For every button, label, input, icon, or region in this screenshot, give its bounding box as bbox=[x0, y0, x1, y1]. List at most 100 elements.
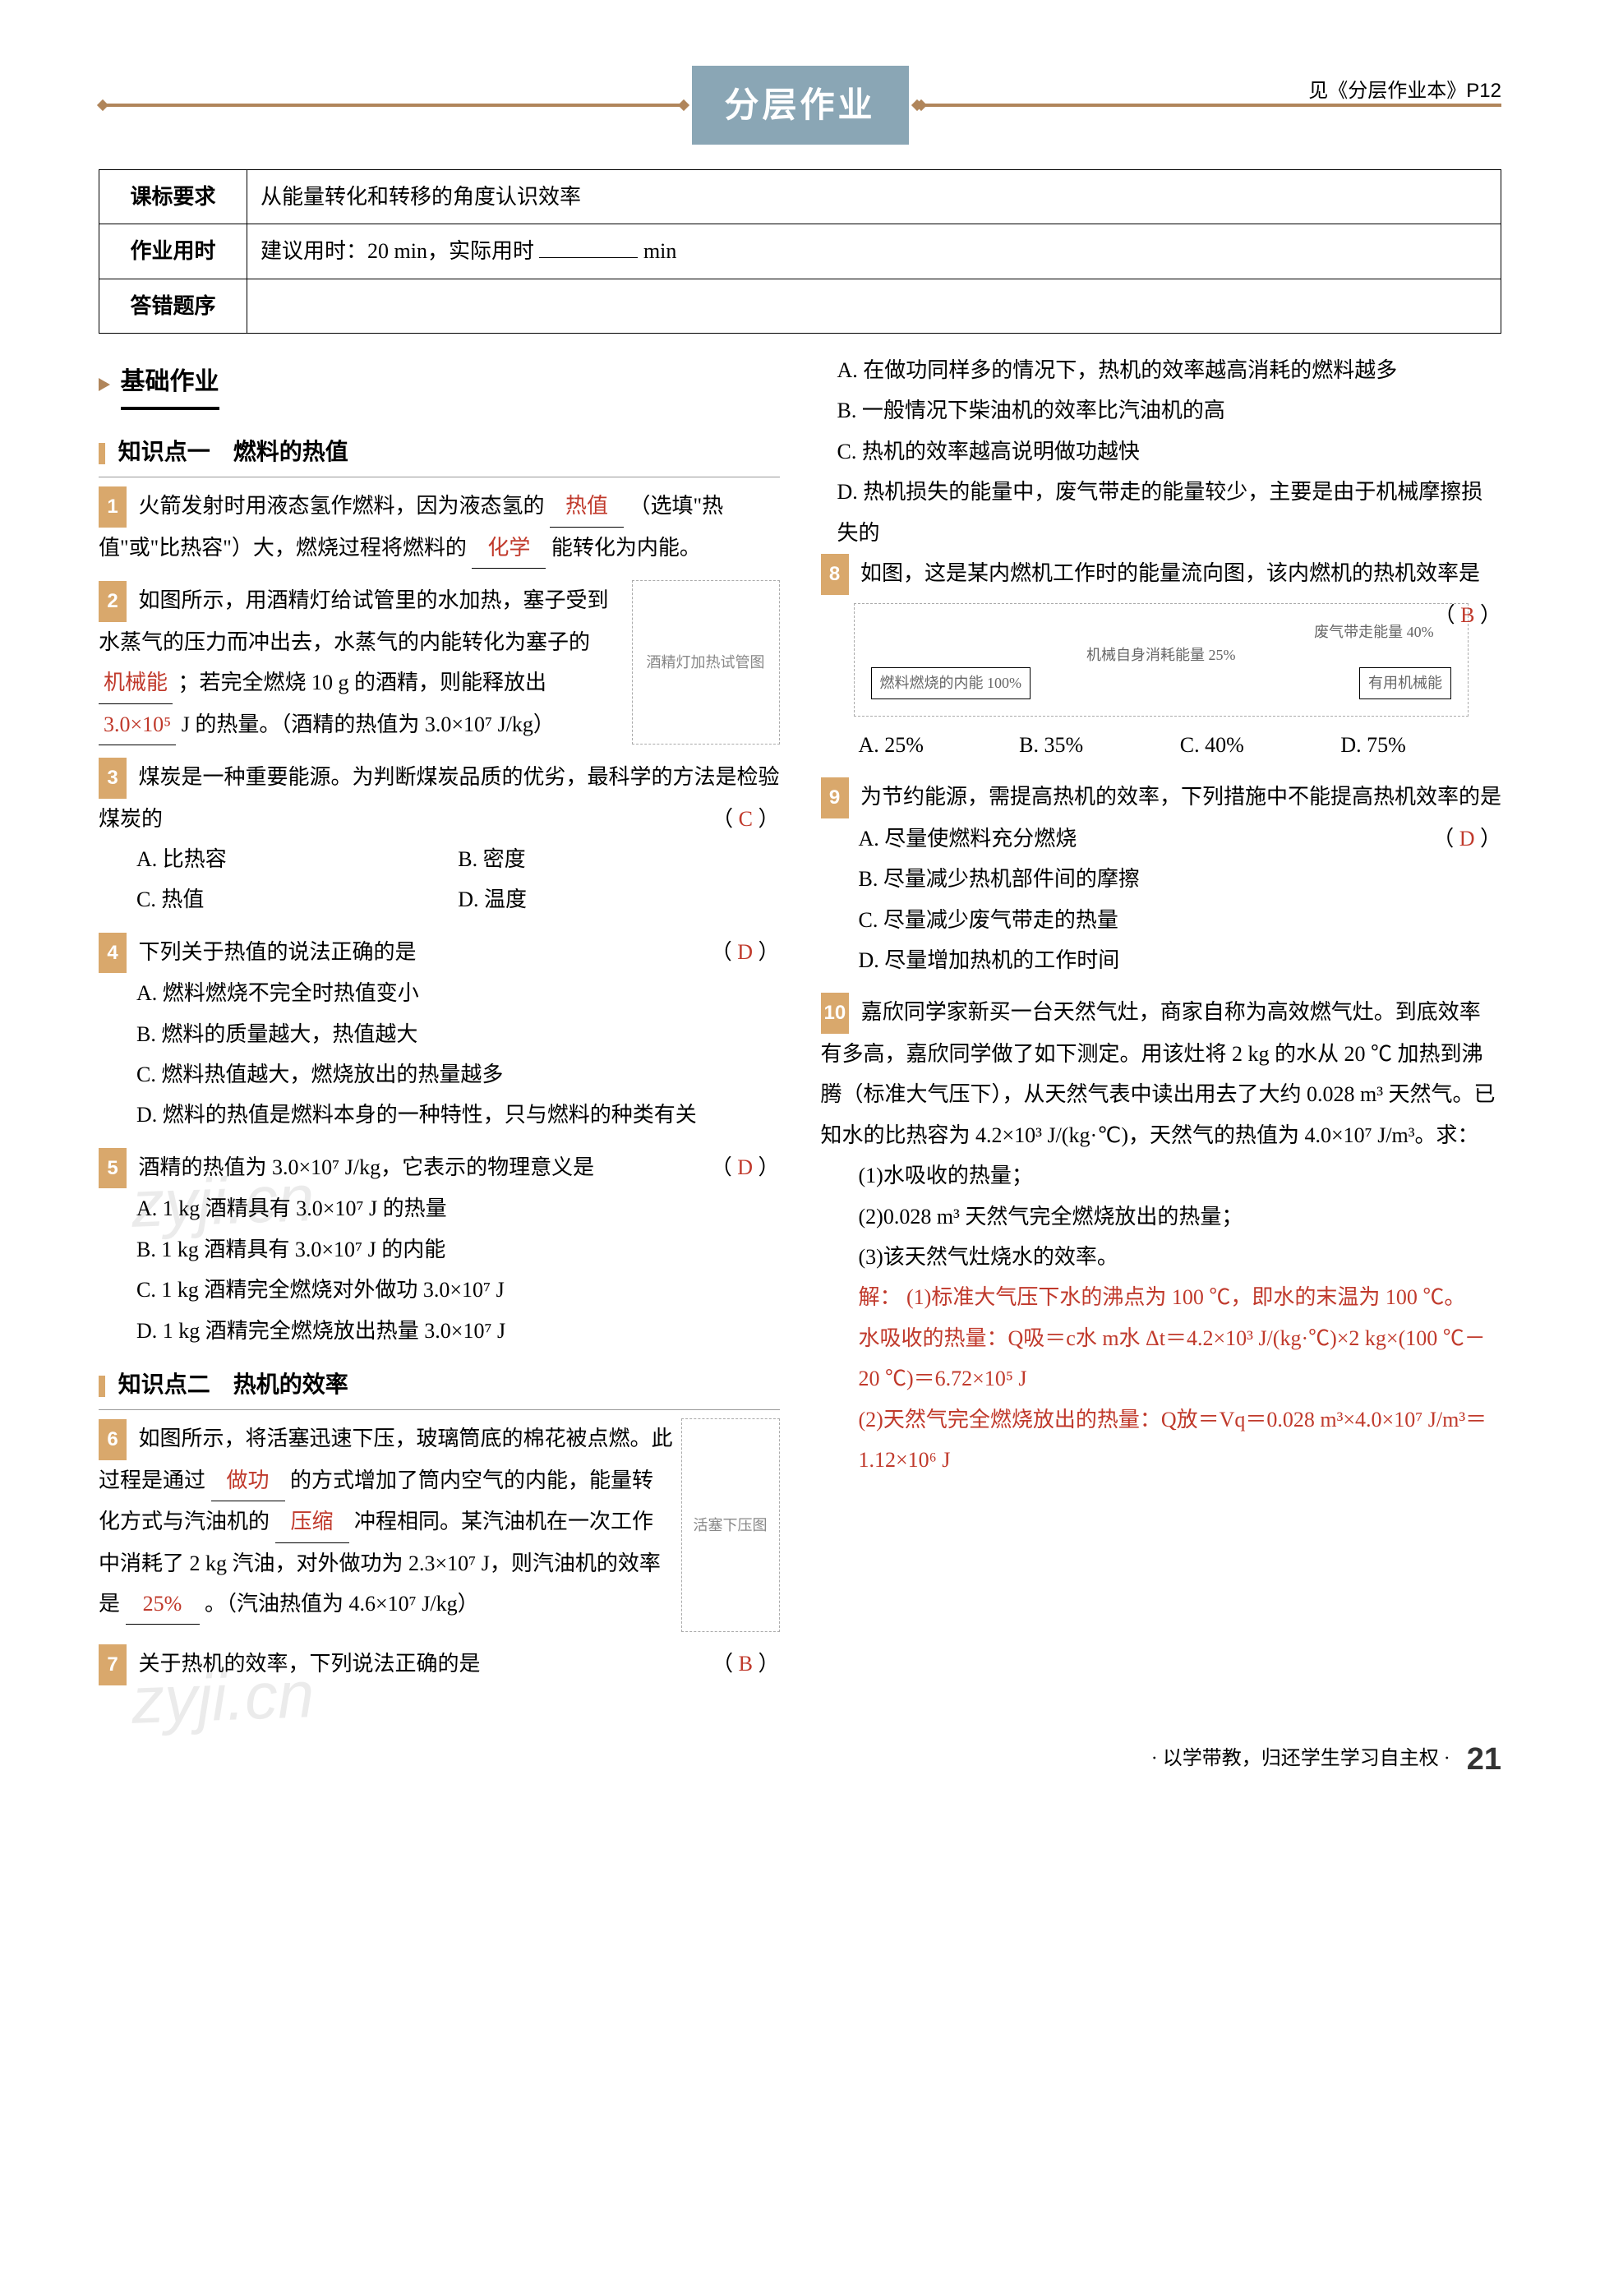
q3-answer: C bbox=[739, 807, 753, 831]
right-column: A. 在做功同样多的情况下，热机的效率越高消耗的燃料越多 B. 一般情况下柴油机… bbox=[821, 350, 1502, 1697]
kp1-text: 知识点一 燃料的热值 bbox=[118, 439, 348, 464]
time-blank[interactable] bbox=[539, 257, 638, 258]
q3-opt-b[interactable]: B. 密度 bbox=[458, 839, 779, 879]
q4-opt-d[interactable]: D. 燃料的热值是燃料本身的一种特性，只与燃料的种类有关 bbox=[136, 1095, 780, 1135]
time-prefix: 建议用时：20 min，实际用时 bbox=[261, 239, 534, 263]
kp1-title: 知识点一 燃料的热值 bbox=[99, 430, 780, 477]
info-label: 作业用时 bbox=[99, 224, 247, 279]
page-footer: · 以学带教，归还学生学习自主权 · 21 bbox=[99, 1730, 1501, 1789]
q7-opt-b[interactable]: B. 一般情况下柴油机的效率比汽油机的高 bbox=[837, 390, 1502, 431]
q7-opt-c[interactable]: C. 热机的效率越高说明做功越快 bbox=[837, 431, 1502, 472]
kp-bar-icon bbox=[99, 443, 105, 464]
q3-options: A. 比热容 B. 密度 C. 热值 D. 温度 bbox=[99, 839, 780, 920]
q10-num: 10 bbox=[821, 993, 850, 1034]
q1-text-a: 火箭发射时用液态氢作燃料，因为液态氢的 bbox=[139, 494, 545, 518]
q3-opt-d[interactable]: D. 温度 bbox=[458, 879, 779, 920]
q8-opt-d[interactable]: D. 75% bbox=[1340, 725, 1501, 765]
q5-opt-d[interactable]: D. 1 kg 酒精完全燃烧放出热量 3.0×10⁷ J bbox=[136, 1311, 780, 1351]
question-4: 4 下列关于热值的说法正确的是 （ D ） A. 燃料燃烧不完全时热值变小 B.… bbox=[99, 932, 780, 1136]
q8-answer: B bbox=[1460, 603, 1474, 627]
q2-num: 2 bbox=[99, 581, 127, 622]
q7-answer: B bbox=[739, 1652, 753, 1676]
q8-options: A. 25% B. 35% C. 40% D. 75% bbox=[821, 725, 1502, 765]
q2-blank1[interactable]: 机械能 bbox=[99, 662, 173, 703]
q5-opt-b[interactable]: B. 1 kg 酒精具有 3.0×10⁷ J 的内能 bbox=[136, 1229, 780, 1270]
q10-sol2: (2)天然气完全燃烧放出的热量：Q放＝Vq＝0.028 m³×4.0×10⁷ J… bbox=[859, 1399, 1502, 1481]
q7-opt-a[interactable]: A. 在做功同样多的情况下，热机的效率越高消耗的燃料越多 bbox=[837, 350, 1502, 390]
q2-fig-label: 酒精灯加热试管图 bbox=[647, 648, 765, 676]
question-9: 9 为节约能源，需提高热机的效率，下列措施中不能提高热机效率的是 （ D ） A… bbox=[821, 777, 1502, 980]
question-2: 酒精灯加热试管图 2 如图所示，用酒精灯给试管里的水加热，塞子受到水蒸气的压力而… bbox=[99, 580, 780, 745]
q4-opt-a[interactable]: A. 燃料燃烧不完全时热值变小 bbox=[136, 973, 780, 1013]
q2-figure: 酒精灯加热试管图 bbox=[632, 580, 780, 745]
q5-opt-c[interactable]: C. 1 kg 酒精完全燃烧对外做功 3.0×10⁷ J bbox=[136, 1270, 780, 1310]
q4-text: 下列关于热值的说法正确的是 bbox=[139, 940, 417, 964]
section-title: 基础作业 bbox=[121, 358, 219, 410]
page-header: 分层作业 见《分层作业本》P12 bbox=[99, 66, 1501, 145]
q4-options: A. 燃料燃烧不完全时热值变小 B. 燃料的质量越大，热值越大 C. 燃料热值越… bbox=[99, 973, 780, 1136]
q2-text-c: J 的热量。（酒精的热值为 3.0×10⁷ J/kg） bbox=[182, 712, 555, 736]
q6-fig-label: 活塞下压图 bbox=[694, 1511, 768, 1539]
question-3: 3 煤炭是一种重要能源。为判断煤炭品质的优劣，最科学的方法是检验煤炭的 （ C … bbox=[99, 757, 780, 920]
q7-opt-d[interactable]: D. 热机损失的能量中，废气带走的能量较少，主要是由于机械摩擦损失的 bbox=[837, 472, 1502, 553]
left-column: 基础作业 知识点一 燃料的热值 1 火箭发射时用液态氢作燃料，因为液态氢的 热值… bbox=[99, 350, 780, 1697]
diagram-output: 有用机械能 bbox=[1359, 667, 1451, 699]
q6-blank3[interactable]: 25% bbox=[126, 1584, 200, 1625]
q4-num: 4 bbox=[99, 933, 127, 974]
q5-opt-a[interactable]: A. 1 kg 酒精具有 3.0×10⁷ J 的热量 bbox=[136, 1188, 780, 1229]
section-basic: 基础作业 bbox=[99, 350, 780, 418]
question-5: zyji.cn 5 酒精的热值为 3.0×10⁷ J/kg，它表示的物理意义是 … bbox=[99, 1147, 780, 1351]
question-1: 1 火箭发射时用液态氢作燃料，因为液态氢的 热值 （选填"热值"或"比热容"）大… bbox=[99, 486, 780, 569]
diagram-exhaust: 废气带走能量 40% bbox=[871, 620, 1452, 644]
q3-text: 煤炭是一种重要能源。为判断煤炭品质的优劣，最科学的方法是检验煤炭的 bbox=[99, 765, 780, 831]
q9-opt-c[interactable]: C. 尽量减少废气带走的热量 bbox=[859, 900, 1502, 940]
info-label: 课标要求 bbox=[99, 169, 247, 224]
q4-opt-c[interactable]: C. 燃料热值越大，燃烧放出的热量越多 bbox=[136, 1054, 780, 1095]
kp2-text: 知识点二 热机的效率 bbox=[118, 1372, 348, 1397]
question-6: 活塞下压图 6 如图所示，将活塞迅速下压，玻璃筒底的棉花被点燃。此过程是通过 做… bbox=[99, 1418, 780, 1632]
q10-sol1a: (1)标准大气压下水的沸点为 100 ℃，即水的末温为 100 ℃。 bbox=[906, 1285, 1465, 1309]
q4-opt-b[interactable]: B. 燃料的质量越大，热值越大 bbox=[136, 1014, 780, 1054]
kp2-title: 知识点二 热机的效率 bbox=[99, 1362, 780, 1410]
q9-opt-b[interactable]: B. 尽量减少热机部件间的摩擦 bbox=[859, 859, 1502, 899]
q8-energy-diagram: 废气带走能量 40% 机械自身消耗能量 25% 燃料燃烧的内能 100% 有用机… bbox=[854, 603, 1469, 717]
q8-opt-a[interactable]: A. 25% bbox=[859, 725, 1020, 765]
q9-options: A. 尽量使燃料充分燃烧 B. 尽量减少热机部件间的摩擦 C. 尽量减少废气带走… bbox=[821, 818, 1502, 981]
q10-subs: (1)水吸收的热量； (2)0.028 m³ 天然气完全燃烧放出的热量； (3)… bbox=[821, 1155, 1502, 1277]
q9-opt-d[interactable]: D. 尽量增加热机的工作时间 bbox=[859, 940, 1502, 980]
q6-blank1[interactable]: 做功 bbox=[211, 1460, 285, 1501]
q1-blank1[interactable]: 热值 bbox=[550, 486, 624, 527]
q7-options: A. 在做功同样多的情况下，热机的效率越高消耗的燃料越多 B. 一般情况下柴油机… bbox=[821, 350, 1502, 553]
q1-blank2[interactable]: 化学 bbox=[472, 528, 546, 569]
q5-text: 酒精的热值为 3.0×10⁷ J/kg，它表示的物理意义是 bbox=[139, 1155, 595, 1179]
header-rule-left bbox=[99, 104, 684, 107]
q1-text-b: 能转化为内能。 bbox=[551, 536, 701, 560]
q3-opt-a[interactable]: A. 比热容 bbox=[136, 839, 458, 879]
info-value[interactable] bbox=[247, 279, 1501, 333]
q6-figure: 活塞下压图 bbox=[681, 1418, 780, 1632]
q9-opt-a[interactable]: A. 尽量使燃料充分燃烧 bbox=[859, 818, 1502, 859]
q6-num: 6 bbox=[99, 1419, 127, 1460]
q8-opt-c[interactable]: C. 40% bbox=[1180, 725, 1341, 765]
q3-opt-c[interactable]: C. 热值 bbox=[136, 879, 458, 920]
q6-blank2[interactable]: 压缩 bbox=[275, 1501, 349, 1542]
q3-num: 3 bbox=[99, 758, 127, 799]
q2-blank2[interactable]: 3.0×10⁵ bbox=[99, 704, 176, 745]
page-number: 21 bbox=[1467, 1730, 1501, 1789]
q8-opt-b[interactable]: B. 35% bbox=[1019, 725, 1180, 765]
table-row: 答错题序 bbox=[99, 279, 1501, 333]
time-suffix: min bbox=[643, 239, 676, 263]
q8-num: 8 bbox=[821, 554, 849, 595]
header-ref: 见《分层作业本》P12 bbox=[1308, 72, 1501, 110]
q10-sub1: (1)水吸收的热量； bbox=[859, 1155, 1502, 1196]
table-row: 课标要求 从能量转化和转移的角度认识效率 bbox=[99, 169, 1501, 224]
q5-answer: D bbox=[737, 1155, 753, 1179]
info-label: 答错题序 bbox=[99, 279, 247, 333]
kp-bar-icon bbox=[99, 1376, 105, 1397]
q2-text-b: ；若完全燃烧 10 g 的酒精，则能释放出 bbox=[178, 671, 547, 694]
diagram-input: 燃料燃烧的内能 100% bbox=[871, 667, 1031, 699]
q2-text-a: 如图所示，用酒精灯给试管里的水加热，塞子受到水蒸气的压力而冲出去，水蒸气的内能转… bbox=[99, 588, 609, 654]
q9-answer: D bbox=[1459, 827, 1475, 851]
q6-text-d: 。（汽油热值为 4.6×10⁷ J/kg） bbox=[205, 1592, 479, 1616]
footer-motto: · 以学带教，归还学生学习自主权 · bbox=[1151, 1740, 1450, 1778]
